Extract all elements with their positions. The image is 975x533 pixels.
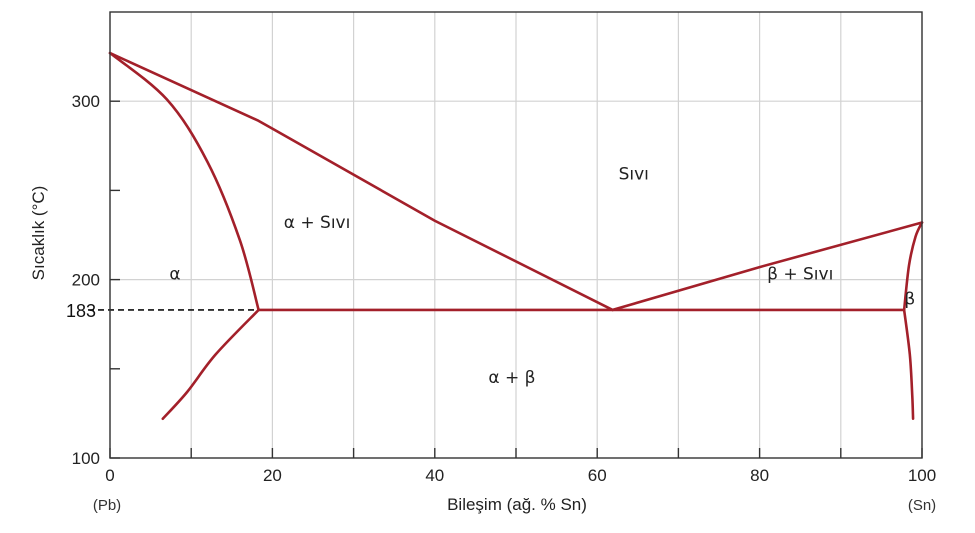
region-label-0: Sıvı xyxy=(619,165,649,185)
x-axis-label: Bileşim (ağ. % Sn) xyxy=(447,495,587,514)
y-tick-label-200: 200 xyxy=(72,271,100,290)
liquidus-left-curve xyxy=(108,51,614,312)
liquidus-right-curve xyxy=(611,221,924,312)
region-labels: Sıvı α + Sıvı α β + Sıvı β α + β xyxy=(169,165,915,388)
x-tick-label-60: 60 xyxy=(588,466,607,485)
region-label-4: β xyxy=(904,290,915,310)
y-axis-label: Sıcaklık (°C) xyxy=(29,186,48,281)
region-label-1: α + Sıvı xyxy=(284,213,351,233)
axes: 0 20 40 60 80 100 100 200 300 xyxy=(72,11,936,485)
left-end-label: (Pb) xyxy=(93,497,121,514)
eutectic-temperature-label: 183 xyxy=(66,301,96,321)
labels: Bileşim (ağ. % Sn) Sıcaklık (°C) (Pb) (S… xyxy=(29,186,936,514)
x-tick-label-80: 80 xyxy=(750,466,769,485)
x-tick-label-0: 0 xyxy=(105,466,114,485)
right-end-label: (Sn) xyxy=(908,497,936,514)
y-tick-label-100: 100 xyxy=(72,449,100,468)
x-tick-label-100: 100 xyxy=(908,466,936,485)
region-label-3: β + Sıvı xyxy=(767,265,833,285)
x-tick-label-40: 40 xyxy=(425,466,444,485)
y-tick-label-300: 300 xyxy=(72,92,100,111)
solvus-beta-curve xyxy=(902,308,915,421)
solidus-alpha-curve xyxy=(108,51,260,312)
eutectic-marker: 183 xyxy=(66,301,259,321)
solvus-alpha-curve xyxy=(161,308,260,421)
x-tick-label-20: 20 xyxy=(263,466,282,485)
phase-boundaries xyxy=(108,51,924,421)
region-label-5: α + β xyxy=(488,368,535,388)
grid-lines xyxy=(109,12,923,458)
solidus-beta-curve xyxy=(902,221,924,312)
region-label-2: α xyxy=(169,265,180,285)
